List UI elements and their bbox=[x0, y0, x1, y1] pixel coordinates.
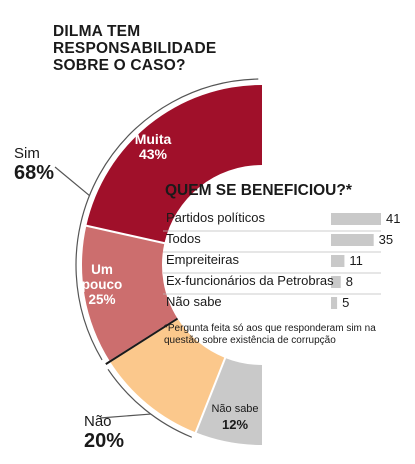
slice-gap bbox=[85, 224, 166, 245]
chart-title: DILMA TEM RESPONSABILIDADE SOBRE O CASO? bbox=[53, 23, 253, 74]
slice-label-um-pouco: Um pouco 25% bbox=[74, 262, 130, 307]
bar-value-label: 41 bbox=[386, 211, 400, 226]
sim-bracket bbox=[75, 78, 259, 361]
bar-category-label: Não sabe bbox=[166, 294, 222, 309]
bar bbox=[331, 255, 345, 267]
group-value-nao: 20% bbox=[84, 430, 125, 452]
group-label-sim: Sim bbox=[14, 145, 40, 162]
group-separator bbox=[105, 317, 179, 365]
bar-category-label: Ex-funcionários da Petrobras bbox=[166, 273, 334, 288]
title-line: DILMA TEM bbox=[53, 23, 141, 40]
sim-leader bbox=[54, 166, 90, 197]
slice-label-nao-sabe: Não sabe 12% bbox=[207, 402, 263, 432]
donut-slice bbox=[195, 357, 262, 445]
bar bbox=[331, 276, 341, 288]
bar bbox=[331, 297, 338, 309]
slice-value: 12% bbox=[221, 417, 249, 432]
donut-slice bbox=[110, 318, 226, 433]
donut-slice bbox=[86, 85, 262, 244]
title-line: SOBRE O CASO? bbox=[53, 57, 186, 74]
slice-label-muita: Muita 43% bbox=[128, 132, 178, 162]
slice-name: Um pouco bbox=[81, 262, 123, 292]
slice-value: 25% bbox=[88, 292, 116, 307]
bar-value-label: 11 bbox=[349, 253, 363, 268]
nao-leader bbox=[99, 413, 151, 419]
donut-slice bbox=[82, 225, 178, 362]
bar-chart-title: QUEM SE BENEFICIOU?* bbox=[165, 182, 352, 199]
bar bbox=[331, 234, 374, 246]
slice-name: Não sabe bbox=[211, 403, 259, 415]
bar bbox=[331, 213, 381, 225]
bar-category-label: Partidos políticos bbox=[166, 210, 265, 225]
group-value-sim: 68% bbox=[14, 162, 55, 184]
footnote: *Pergunta feita só aos que responderam s… bbox=[164, 323, 376, 346]
bar-category-label: Todos bbox=[166, 231, 201, 246]
bar-value-label: 35 bbox=[379, 232, 393, 247]
nao-bracket bbox=[107, 368, 193, 438]
slice-name: Muita bbox=[134, 131, 172, 147]
slice-gap bbox=[194, 356, 227, 434]
title-line: RESPONSABILIDADE bbox=[53, 40, 217, 57]
slice-value: 43% bbox=[138, 146, 168, 162]
bar-value-label: 8 bbox=[346, 274, 353, 289]
bar-value-label: 5 bbox=[342, 295, 349, 310]
bar-category-label: Empreiteiras bbox=[166, 252, 239, 267]
group-label-nao: Não bbox=[84, 413, 112, 430]
